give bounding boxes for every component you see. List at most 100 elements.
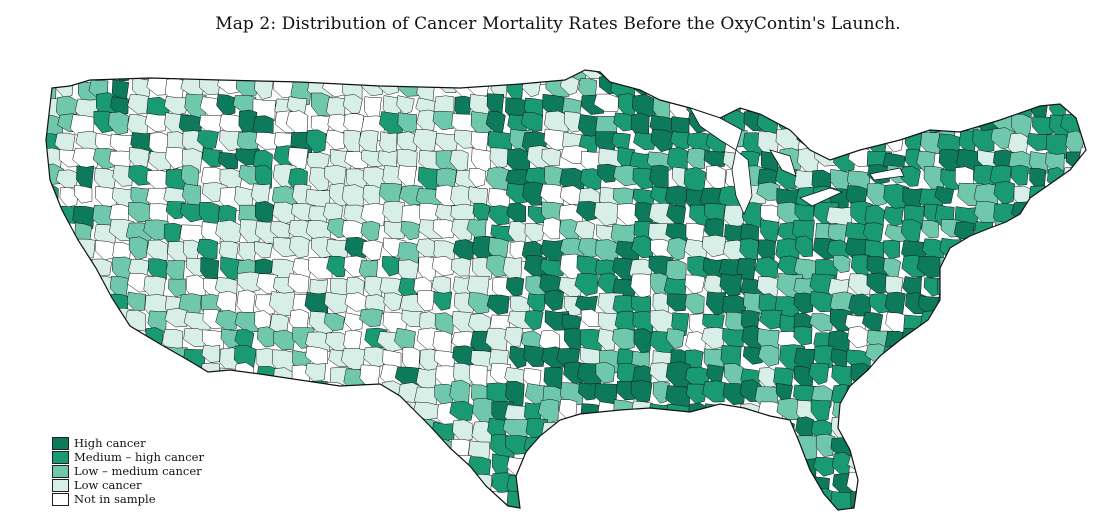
zone-cell xyxy=(1065,331,1086,354)
zone-cell xyxy=(719,273,743,298)
zone-cell xyxy=(953,326,976,347)
zone-cell xyxy=(920,132,940,154)
zone-cell xyxy=(541,148,561,166)
zone-cell xyxy=(975,75,1003,97)
zone-cell xyxy=(309,435,332,458)
zone-cell xyxy=(1065,436,1086,457)
zone-cell xyxy=(380,70,399,84)
zone-cell xyxy=(592,440,619,460)
zone-cell xyxy=(1027,457,1054,480)
zone-cell xyxy=(255,438,277,464)
zone-cell xyxy=(630,420,654,441)
zone-cell xyxy=(668,472,689,497)
zone-cell xyxy=(129,507,151,510)
zone-cell xyxy=(57,511,76,522)
zone-cell xyxy=(397,471,416,491)
zone-cell xyxy=(1043,309,1070,330)
zone-cell xyxy=(362,184,381,207)
zone-cell xyxy=(78,331,99,359)
zone-cell xyxy=(509,345,528,369)
zone-cell xyxy=(435,132,459,153)
zone-cell xyxy=(363,399,388,422)
zone-cell xyxy=(325,506,351,510)
zone-cell xyxy=(310,422,332,444)
zone-cell xyxy=(524,310,544,331)
zone-cell xyxy=(1081,475,1086,499)
zone-cell xyxy=(648,456,671,479)
zone-cell xyxy=(650,238,673,260)
zone-cell xyxy=(144,113,168,132)
zone-cell xyxy=(1026,472,1052,494)
zone-cell xyxy=(956,473,984,496)
zone-cell xyxy=(289,435,309,456)
zone-cell xyxy=(936,329,957,357)
zone-cell xyxy=(201,221,222,245)
zone-cell xyxy=(883,206,904,228)
zone-cell xyxy=(344,292,369,312)
zone-cell xyxy=(865,400,891,420)
zone-cell xyxy=(128,147,150,170)
zone-cell xyxy=(958,97,976,117)
zone-cell xyxy=(666,489,692,510)
zone-cell xyxy=(287,147,309,170)
zone-cell xyxy=(1049,380,1076,404)
zone-cell xyxy=(506,75,524,101)
zone-cell xyxy=(1042,418,1063,446)
zone-cell xyxy=(973,308,993,334)
zone-cell xyxy=(75,364,98,384)
legend-item: Not in sample xyxy=(52,492,204,506)
zone-cell xyxy=(239,473,260,500)
zone-cell xyxy=(777,255,798,276)
zone-cell xyxy=(630,439,653,461)
zone-cell xyxy=(1010,259,1034,281)
zone-cell xyxy=(541,488,564,510)
zone-cell xyxy=(757,276,780,298)
zone-cell xyxy=(327,492,350,510)
zone-cell xyxy=(760,219,780,244)
zone-cell xyxy=(148,151,172,171)
zone-cell xyxy=(594,490,616,510)
zone-cell xyxy=(1046,238,1072,264)
zone-cell xyxy=(953,489,979,510)
zone-cell xyxy=(977,256,995,280)
zone-cell xyxy=(937,70,960,83)
zone-cell xyxy=(57,241,76,263)
zone-cell xyxy=(271,492,299,510)
zone-cell xyxy=(432,219,457,239)
zone-cell xyxy=(54,400,76,424)
zone-cell xyxy=(450,70,475,83)
zone-cell xyxy=(253,420,272,443)
zone-cell xyxy=(70,307,93,334)
zone-cell xyxy=(1064,385,1086,411)
zone-cell xyxy=(688,437,714,464)
zone-cell xyxy=(1044,470,1064,493)
zone-cell xyxy=(124,398,149,425)
zone-cell xyxy=(91,258,112,276)
zone-cell xyxy=(327,456,348,478)
zone-cell xyxy=(682,420,704,438)
zone-cell xyxy=(234,453,259,478)
zone-cell xyxy=(1010,164,1029,186)
zone-cell xyxy=(201,453,225,479)
zone-cell xyxy=(704,513,728,522)
zone-cell xyxy=(975,436,1001,458)
zone-cell xyxy=(900,403,927,425)
map-legend: High cancer Medium – high cancer Low – m… xyxy=(52,436,204,506)
zone-cell xyxy=(993,180,1015,205)
zone-cell xyxy=(218,433,241,455)
zone-cell xyxy=(546,435,570,460)
zone-cell xyxy=(574,474,597,496)
zone-cell xyxy=(1025,310,1052,336)
zone-cell xyxy=(1063,258,1082,284)
zone-cell xyxy=(918,70,944,83)
zone-cell xyxy=(292,258,312,279)
zone-cell xyxy=(1050,436,1068,459)
zone-cell xyxy=(543,290,564,312)
zone-cell xyxy=(669,437,693,464)
zone-cell xyxy=(252,469,279,496)
zone-cell xyxy=(472,507,494,510)
zone-cell xyxy=(1062,202,1086,228)
zone-cell xyxy=(506,202,527,223)
zone-cell xyxy=(437,488,458,508)
